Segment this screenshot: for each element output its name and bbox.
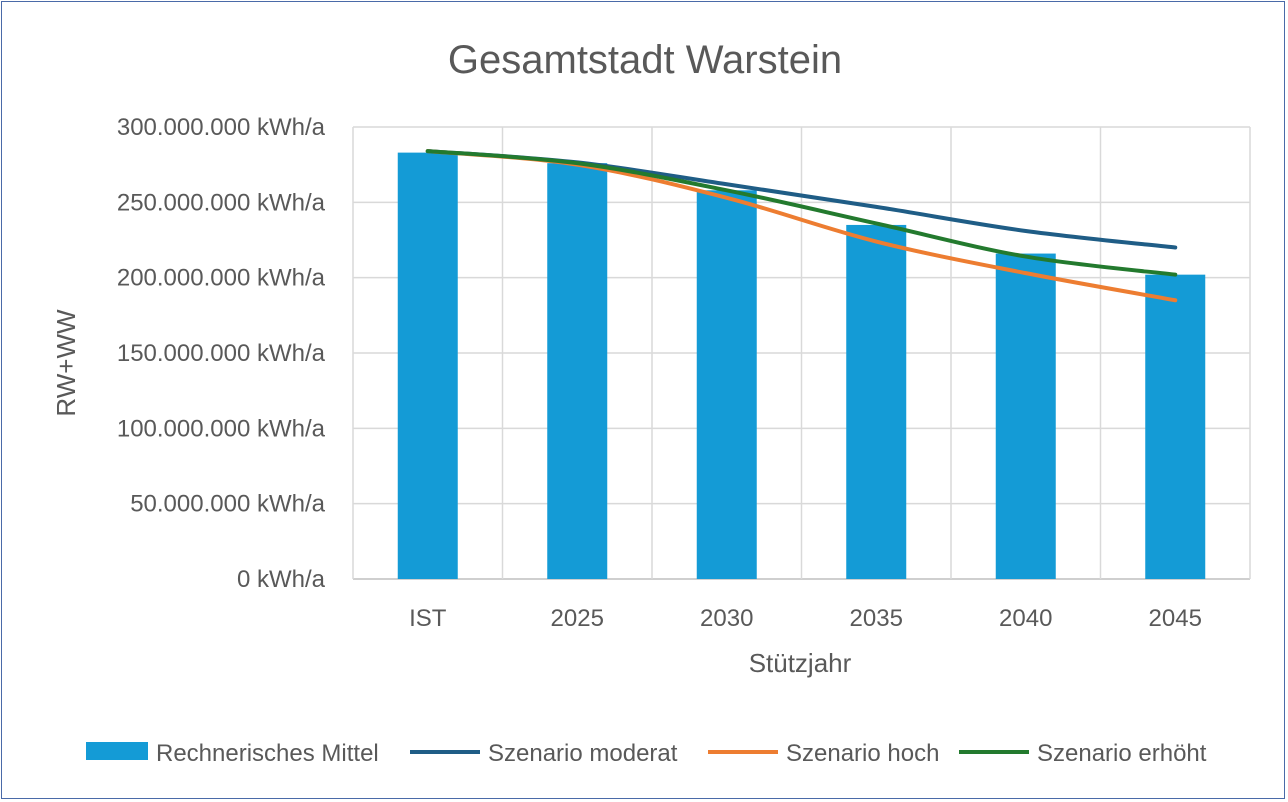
x-tick-label: IST bbox=[409, 605, 447, 632]
y-tick-label: 200.000.000 kWh/a bbox=[117, 265, 326, 292]
bar bbox=[397, 152, 458, 579]
legend-label: Szenario erhöht bbox=[1037, 740, 1207, 767]
legend-label: Rechnerisches Mittel bbox=[156, 740, 379, 767]
line-layer bbox=[425, 149, 1178, 303]
x-axis-label: Stützjahr bbox=[749, 648, 852, 678]
x-tick-label: 2045 bbox=[1149, 605, 1202, 632]
bar bbox=[846, 224, 907, 579]
y-tick-label: 100.000.000 kWh/a bbox=[117, 415, 326, 442]
y-tick-label: 0 kWh/a bbox=[237, 566, 326, 593]
bar bbox=[547, 163, 608, 579]
bar bbox=[995, 253, 1056, 579]
bar-layer bbox=[397, 152, 1206, 579]
legend-label: Szenario moderat bbox=[488, 740, 678, 767]
x-tick-label: 2035 bbox=[850, 605, 903, 632]
grid-layer bbox=[352, 126, 1251, 580]
y-tick-label: 150.000.000 kWh/a bbox=[117, 340, 326, 367]
x-tick-labels: IST 2025 2030 2035 2040 2045 bbox=[409, 605, 1202, 632]
series-line bbox=[425, 149, 1178, 277]
legend-swatch bbox=[86, 742, 148, 760]
legend-label: Szenario hoch bbox=[786, 740, 939, 767]
bar bbox=[696, 190, 757, 579]
legend: Rechnerisches Mittel Szenario moderat Szen… bbox=[86, 740, 1207, 767]
chart-title: Gesamtstadt Warstein bbox=[448, 38, 842, 82]
y-tick-labels: 0 kWh/a 50.000.000 kWh/a 100.000.000 kWh/a… bbox=[117, 114, 326, 593]
y-axis-label: RW+WW bbox=[51, 309, 81, 417]
y-tick-label: 250.000.000 kWh/a bbox=[117, 189, 326, 216]
bar bbox=[1145, 274, 1206, 579]
x-tick-label: 2030 bbox=[700, 605, 753, 632]
x-tick-label: 2025 bbox=[551, 605, 604, 632]
y-tick-label: 300.000.000 kWh/a bbox=[117, 114, 326, 141]
y-tick-label: 50.000.000 kWh/a bbox=[130, 491, 325, 518]
x-tick-label: 2040 bbox=[999, 605, 1052, 632]
